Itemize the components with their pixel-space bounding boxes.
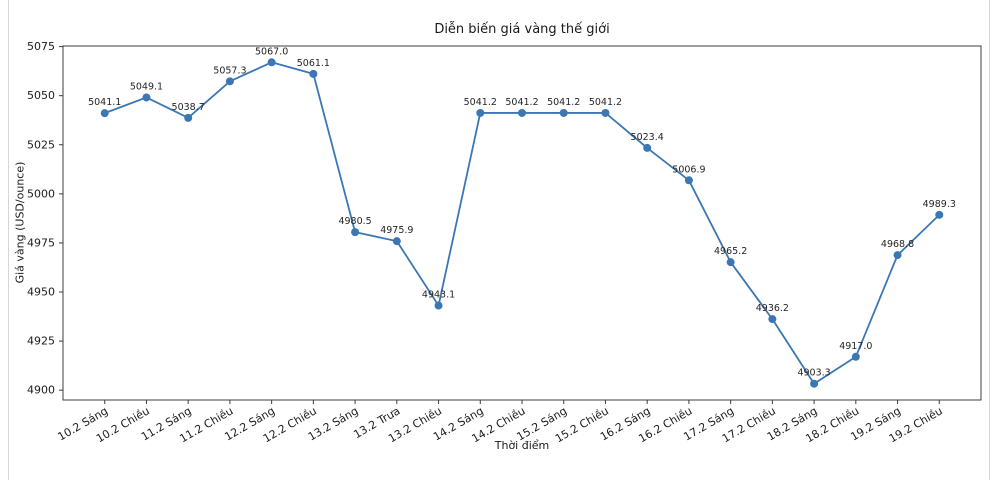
data-point-label: 5041.2 (589, 97, 622, 108)
data-point-label: 5023.4 (631, 132, 664, 143)
y-tick-label: 4975 (27, 236, 55, 249)
data-point-label: 5041.2 (547, 97, 580, 108)
data-point-marker (267, 58, 276, 67)
data-point-marker (851, 352, 860, 361)
y-tick-label: 5025 (27, 138, 55, 151)
data-point-marker (434, 301, 443, 310)
y-tick-label: 5000 (27, 187, 55, 200)
data-point-marker (518, 108, 526, 117)
data-point-label: 5041.1 (88, 97, 121, 108)
data-point-label: 5006.9 (672, 164, 705, 175)
data-point-label: 4943.1 (422, 290, 455, 301)
chart-title: Diễn biến giá vàng thế giới (434, 22, 610, 37)
y-tick-label: 4925 (27, 335, 55, 348)
data-point-marker (559, 108, 568, 117)
data-point-label: 5041.2 (464, 97, 497, 108)
data-point-label: 4968.8 (881, 239, 914, 250)
x-axis-title: Thời điểm (494, 439, 550, 452)
data-point-marker (309, 69, 318, 78)
data-point-label: 5067.0 (255, 46, 288, 57)
data-point-marker (142, 93, 151, 102)
data-point-label: 4903.3 (797, 368, 830, 379)
data-point-marker (476, 108, 485, 117)
data-point-label: 5038.7 (172, 102, 205, 113)
data-point-marker (351, 228, 360, 237)
data-point-marker (935, 210, 944, 219)
data-point-label: 5057.3 (213, 65, 246, 76)
data-point-label: 4917.0 (839, 341, 872, 352)
data-point-marker (184, 113, 193, 122)
data-point-label: 4975.9 (380, 225, 413, 236)
data-point-marker (225, 77, 234, 86)
data-point-marker (601, 108, 610, 117)
data-point-label: 5041.2 (505, 97, 538, 108)
data-point-label: 5049.1 (130, 81, 163, 92)
data-point-marker (643, 143, 652, 152)
data-point-label: 4936.2 (756, 303, 789, 314)
y-tick-label: 5075 (27, 40, 55, 53)
data-point-label: 4965.2 (714, 246, 747, 257)
y-tick-label: 4950 (27, 286, 55, 299)
data-point-marker (768, 315, 777, 324)
data-point-marker (810, 379, 819, 388)
y-tick-label: 4900 (27, 384, 55, 397)
data-point-marker (392, 237, 401, 246)
data-point-marker (100, 109, 109, 118)
data-point-marker (684, 176, 693, 185)
data-point-label: 4989.3 (923, 199, 956, 210)
data-point-marker (726, 258, 735, 267)
data-point-marker (893, 251, 902, 260)
y-tick-label: 5050 (27, 89, 55, 102)
data-point-label: 5061.1 (297, 58, 330, 69)
data-point-label: 4980.5 (338, 216, 371, 227)
card-right-border (989, 0, 990, 480)
card-left-border (8, 0, 9, 480)
